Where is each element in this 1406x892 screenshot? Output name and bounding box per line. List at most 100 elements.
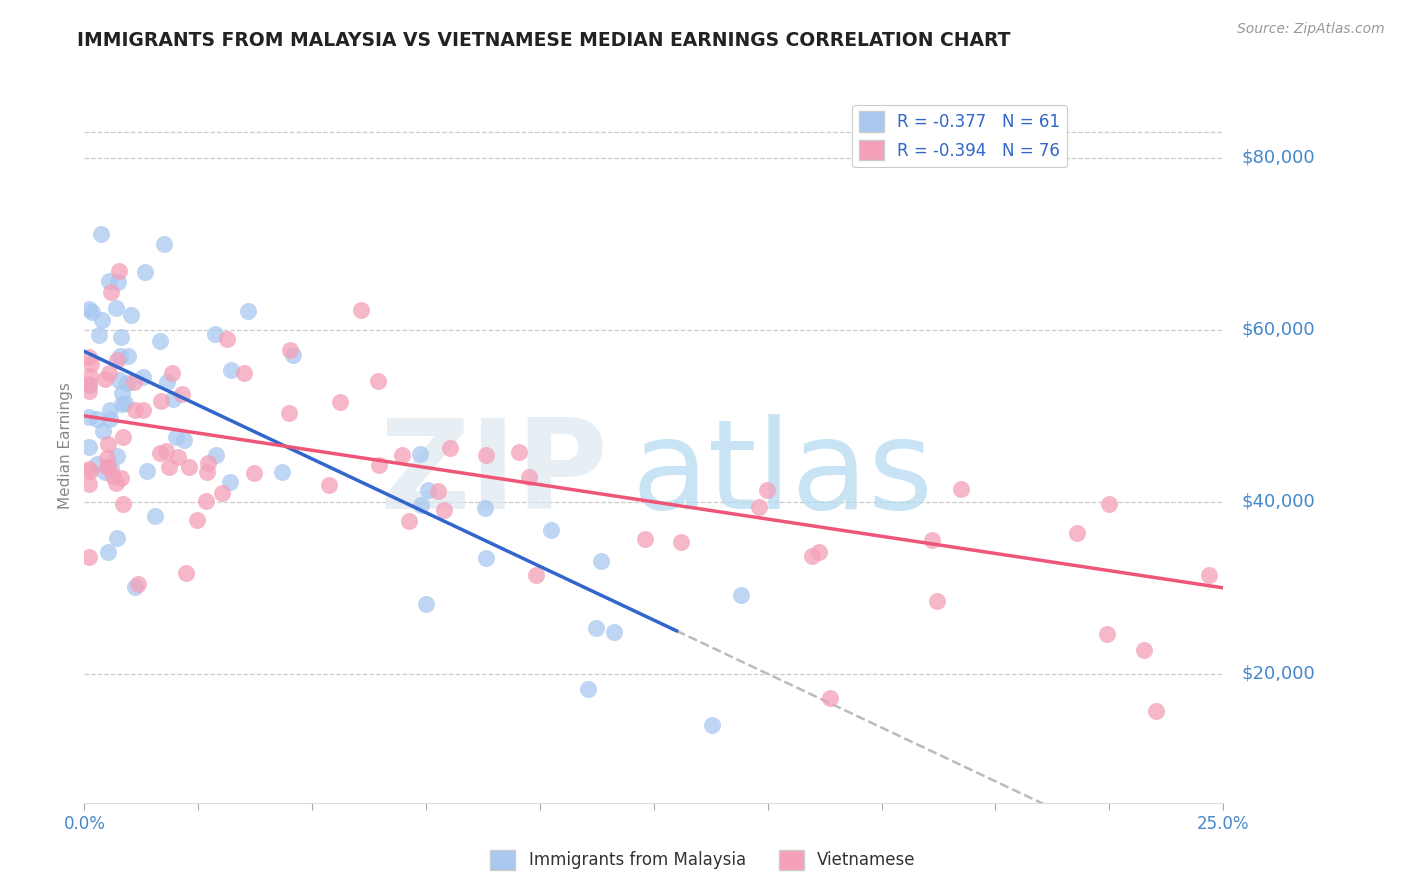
Point (94, 466, 117, 480)
Point (576, 682, 599, 697)
Point (398, 514, 420, 528)
Text: $80,000: $80,000 (1241, 149, 1315, 167)
Point (439, 441, 461, 455)
Point (1095, 626, 1118, 640)
Point (114, 396, 136, 410)
Point (232, 366, 254, 380)
Point (186, 512, 208, 526)
Point (585, 621, 607, 635)
Point (474, 500, 496, 515)
Point (149, 334, 172, 349)
Point (79, 368, 101, 383)
Point (124, 580, 146, 594)
Point (730, 588, 752, 602)
Point (77, 384, 100, 398)
Point (98, 412, 121, 426)
Point (204, 448, 226, 462)
Point (97, 460, 120, 475)
Point (87, 327, 110, 342)
Point (108, 373, 131, 387)
Point (156, 376, 179, 390)
Point (90, 227, 112, 241)
Point (1198, 568, 1220, 582)
Point (122, 375, 145, 389)
Point (77, 462, 100, 476)
Point (350, 303, 373, 318)
Point (135, 464, 157, 478)
Point (238, 304, 260, 318)
Point (219, 475, 242, 489)
Point (104, 476, 127, 491)
Point (603, 624, 626, 639)
Point (112, 497, 135, 511)
Point (195, 465, 218, 479)
Point (748, 500, 770, 514)
Point (105, 450, 128, 464)
Point (77, 302, 100, 317)
Point (77, 377, 100, 392)
Point (433, 503, 456, 517)
Point (79, 464, 101, 478)
Point (1144, 704, 1167, 718)
Text: $40,000: $40,000 (1241, 493, 1315, 511)
Point (115, 376, 138, 390)
Point (271, 466, 294, 480)
Point (278, 406, 301, 420)
Text: $20,000: $20,000 (1241, 665, 1315, 683)
Point (103, 468, 125, 483)
Text: $60,000: $60,000 (1241, 321, 1315, 339)
Point (197, 456, 219, 470)
Point (132, 402, 155, 417)
Point (127, 577, 149, 591)
Point (367, 374, 389, 388)
Point (96, 450, 118, 465)
Point (155, 444, 177, 458)
Point (475, 448, 498, 462)
Point (409, 447, 432, 461)
Point (96, 460, 118, 475)
Point (173, 433, 195, 447)
Point (204, 327, 226, 342)
Point (91, 424, 114, 438)
Point (219, 362, 242, 376)
Point (111, 385, 134, 400)
Point (671, 535, 693, 549)
Text: atlas: atlas (631, 414, 934, 535)
Point (808, 545, 831, 559)
Point (77, 477, 100, 491)
Point (134, 265, 156, 279)
Point (927, 594, 949, 608)
Point (179, 459, 201, 474)
Point (82, 305, 104, 319)
Point (91, 313, 114, 327)
Point (117, 349, 139, 363)
Point (1066, 525, 1088, 540)
Point (97, 366, 120, 380)
Point (100, 285, 122, 299)
Point (329, 394, 352, 409)
Text: Source: ZipAtlas.com: Source: ZipAtlas.com (1237, 22, 1385, 37)
Point (120, 308, 142, 322)
Point (411, 499, 433, 513)
Point (215, 332, 238, 346)
Point (921, 533, 943, 547)
Point (93, 372, 115, 386)
Point (415, 598, 437, 612)
Point (77, 550, 100, 565)
Point (702, 718, 724, 732)
Point (111, 430, 134, 444)
Point (79, 376, 101, 391)
Point (162, 392, 184, 407)
Text: IMMIGRANTS FROM MALAYSIA VS VIETNAMESE MEDIAN EARNINGS CORRELATION CHART: IMMIGRANTS FROM MALAYSIA VS VIETNAMESE M… (77, 31, 1011, 50)
Point (278, 343, 301, 357)
Y-axis label: Median Earnings: Median Earnings (58, 383, 73, 509)
Point (110, 471, 132, 485)
Point (243, 466, 266, 480)
Point (166, 450, 188, 465)
Point (77, 350, 100, 364)
Point (281, 348, 304, 362)
Point (517, 470, 540, 484)
Point (143, 509, 166, 524)
Point (1133, 643, 1156, 657)
Point (524, 568, 547, 582)
